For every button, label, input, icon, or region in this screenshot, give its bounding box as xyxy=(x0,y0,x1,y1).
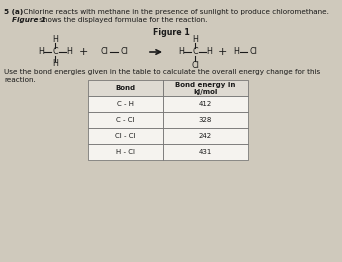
Bar xyxy=(88,128,163,144)
Text: H - Cl: H - Cl xyxy=(116,149,135,155)
Text: C - Cl: C - Cl xyxy=(116,117,135,123)
Text: Cl: Cl xyxy=(100,47,108,57)
Text: Cl: Cl xyxy=(249,47,257,57)
Text: +: + xyxy=(78,47,88,57)
Text: Figure 1: Figure 1 xyxy=(12,17,46,23)
Text: H: H xyxy=(38,47,44,57)
Text: reaction.: reaction. xyxy=(4,77,36,83)
Text: Use the bond energies given in the table to calculate the overall energy change : Use the bond energies given in the table… xyxy=(4,69,320,75)
Bar xyxy=(163,144,248,160)
Text: C: C xyxy=(192,47,198,57)
Text: Figure 1: Figure 1 xyxy=(153,28,189,37)
Text: Cl - Cl: Cl - Cl xyxy=(115,133,136,139)
Text: H: H xyxy=(66,47,72,57)
Bar xyxy=(163,80,248,96)
Text: 242: 242 xyxy=(199,133,212,139)
Text: kJ/mol: kJ/mol xyxy=(193,89,218,95)
Bar xyxy=(88,80,163,96)
Text: +: + xyxy=(217,47,227,57)
Bar xyxy=(88,144,163,160)
Text: 412: 412 xyxy=(199,101,212,107)
Bar xyxy=(88,112,163,128)
Bar xyxy=(163,112,248,128)
Text: H: H xyxy=(192,35,198,45)
Text: Cl: Cl xyxy=(191,61,199,69)
Text: Cl: Cl xyxy=(120,47,128,57)
Text: shows the displayed formulae for the reaction.: shows the displayed formulae for the rea… xyxy=(37,17,207,23)
Text: H: H xyxy=(52,59,58,68)
Text: H: H xyxy=(233,47,239,57)
Text: C: C xyxy=(52,47,58,57)
Text: Bond energy in: Bond energy in xyxy=(175,82,236,88)
Text: C - H: C - H xyxy=(117,101,134,107)
Bar xyxy=(88,96,163,112)
Text: 328: 328 xyxy=(199,117,212,123)
Text: H: H xyxy=(52,35,58,45)
Text: H: H xyxy=(178,47,184,57)
Text: Bond: Bond xyxy=(116,85,135,91)
Text: H: H xyxy=(206,47,212,57)
Text: 5 (a): 5 (a) xyxy=(4,9,23,15)
Text: 431: 431 xyxy=(199,149,212,155)
Text: Chlorine reacts with methane in the presence of sunlight to produce chloromethan: Chlorine reacts with methane in the pres… xyxy=(19,9,329,15)
Bar xyxy=(163,128,248,144)
Bar xyxy=(163,96,248,112)
